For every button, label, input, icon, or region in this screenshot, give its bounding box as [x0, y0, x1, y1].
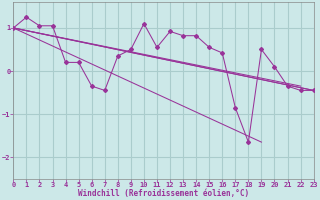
X-axis label: Windchill (Refroidissement éolien,°C): Windchill (Refroidissement éolien,°C)	[78, 189, 249, 198]
